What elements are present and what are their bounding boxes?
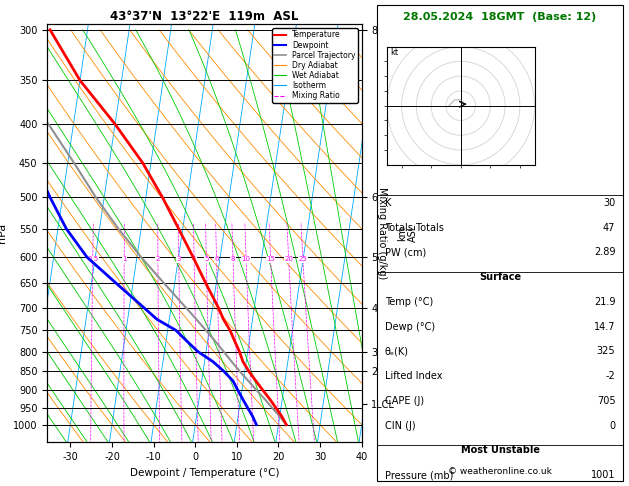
Text: Dewp (°C): Dewp (°C) (385, 322, 435, 331)
Text: 5: 5 (204, 256, 209, 262)
Text: 25: 25 (299, 256, 308, 262)
Text: © weatheronline.co.uk: © weatheronline.co.uk (448, 468, 552, 476)
X-axis label: Dewpoint / Temperature (°C): Dewpoint / Temperature (°C) (130, 468, 279, 478)
Text: PW (cm): PW (cm) (385, 247, 426, 257)
Text: 2.89: 2.89 (594, 247, 615, 257)
Text: 325: 325 (597, 347, 615, 356)
Text: 705: 705 (597, 396, 615, 406)
Text: 8: 8 (231, 256, 235, 262)
Text: kt: kt (390, 49, 398, 57)
Text: 6: 6 (214, 256, 219, 262)
Text: 1001: 1001 (591, 470, 615, 480)
Text: Temp (°C): Temp (°C) (385, 297, 433, 307)
Text: Totals Totals: Totals Totals (385, 223, 443, 232)
Legend: Temperature, Dewpoint, Parcel Trajectory, Dry Adiabat, Wet Adiabat, Isotherm, Mi: Temperature, Dewpoint, Parcel Trajectory… (272, 28, 358, 103)
Text: 28.05.2024  18GMT  (Base: 12): 28.05.2024 18GMT (Base: 12) (403, 12, 597, 22)
Y-axis label: km
ASL: km ASL (397, 224, 418, 243)
Text: 21.9: 21.9 (594, 297, 615, 307)
Text: K: K (385, 198, 391, 208)
Text: 14.7: 14.7 (594, 322, 615, 331)
Text: 1: 1 (122, 256, 126, 262)
Text: 4: 4 (192, 256, 196, 262)
Text: -2: -2 (606, 371, 615, 381)
Text: 30: 30 (603, 198, 615, 208)
Text: 2: 2 (156, 256, 160, 262)
Text: Mixing Ratio (g/kg): Mixing Ratio (g/kg) (377, 187, 387, 279)
Text: 0.5: 0.5 (87, 256, 98, 262)
Title: 43°37'N  13°22'E  119m  ASL: 43°37'N 13°22'E 119m ASL (110, 10, 299, 23)
Text: θₑ(K): θₑ(K) (385, 347, 409, 356)
Y-axis label: hPa: hPa (0, 223, 8, 243)
Text: 3: 3 (177, 256, 181, 262)
Text: 0: 0 (610, 421, 615, 431)
Text: 20: 20 (284, 256, 293, 262)
Text: Surface: Surface (479, 272, 521, 282)
Text: CIN (J): CIN (J) (385, 421, 415, 431)
Text: 47: 47 (603, 223, 615, 232)
Text: Lifted Index: Lifted Index (385, 371, 442, 381)
Text: Pressure (mb): Pressure (mb) (385, 470, 453, 480)
Text: CAPE (J): CAPE (J) (385, 396, 424, 406)
Text: Most Unstable: Most Unstable (460, 445, 540, 455)
Text: 15: 15 (266, 256, 275, 262)
Text: 10: 10 (242, 256, 250, 262)
